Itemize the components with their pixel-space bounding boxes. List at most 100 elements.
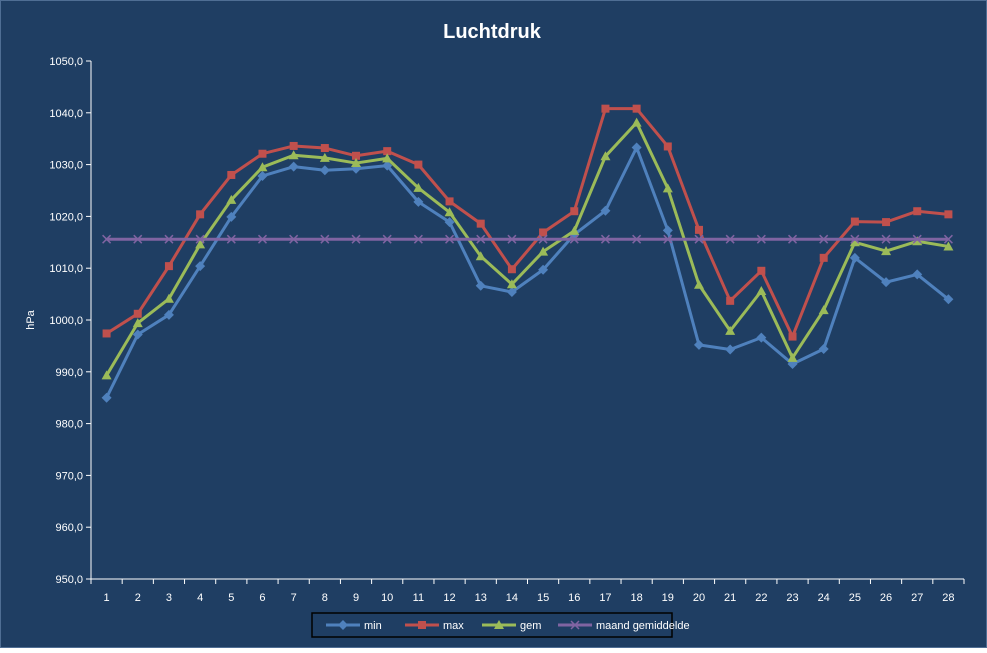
data-point-min [101, 392, 112, 403]
data-point-maand-gemiddelde [600, 234, 610, 244]
x-tick-label: 13 [475, 592, 487, 604]
data-point-gem [569, 225, 580, 235]
x-tick-label: 25 [849, 592, 861, 604]
data-point-gem [756, 285, 767, 295]
x-tick-label: 1 [104, 592, 110, 604]
data-point-max [913, 207, 922, 216]
data-point-min [288, 161, 299, 172]
data-point-gem [538, 246, 549, 256]
data-point-min [475, 280, 486, 291]
data-point-max [539, 228, 548, 237]
legend-label-maand-gemiddelde: maand gemiddelde [596, 620, 690, 632]
series-gem [101, 117, 954, 380]
y-tick-label: 950,0 [55, 574, 83, 586]
data-point-gem [912, 236, 923, 246]
x-tick-label: 21 [724, 592, 736, 604]
data-point-maand-gemiddelde [725, 234, 735, 244]
data-point-gem [163, 293, 174, 303]
data-point-gem [413, 182, 424, 192]
x-tick-label: 4 [197, 592, 203, 604]
plot-area [101, 104, 954, 403]
data-point-maand-gemiddelde [382, 234, 392, 244]
legend-marker-min [338, 620, 348, 630]
data-point-maand-gemiddelde [569, 234, 579, 244]
data-point-min [413, 196, 424, 207]
legend: min max gem maand gemiddelde [311, 612, 690, 638]
data-point-maand-gemiddelde [351, 234, 361, 244]
series-line-max [105, 107, 949, 339]
data-point-max [726, 296, 735, 305]
y-tick-label: 1010,0 [49, 263, 83, 275]
data-point-min [631, 142, 642, 153]
x-tick-label: 28 [942, 592, 954, 604]
data-point-max [196, 210, 205, 219]
legend-marker-maand-gemiddelde [570, 620, 580, 630]
data-point-max [320, 144, 329, 153]
y-axis-label: hPa [25, 309, 37, 329]
x-tick-label: 8 [322, 592, 328, 604]
data-point-gem [725, 325, 736, 335]
data-point-min [818, 344, 829, 355]
data-point-min [756, 332, 767, 343]
data-point-gem [226, 194, 237, 204]
x-tick-label: 5 [228, 592, 234, 604]
data-point-gem [506, 279, 517, 289]
x-tick-label: 17 [599, 592, 611, 604]
data-point-max [258, 149, 267, 158]
data-point-maand-gemiddelde [507, 234, 517, 244]
data-point-gem [475, 251, 486, 261]
series-min [101, 142, 954, 403]
series-maand-gemiddelde [102, 234, 953, 244]
data-point-min [725, 344, 736, 355]
x-tick-label: 22 [755, 592, 767, 604]
data-point-max [289, 141, 298, 150]
data-point-gem [288, 150, 299, 160]
data-point-gem [787, 352, 798, 362]
data-point-min [163, 309, 174, 320]
x-tick-label: 3 [166, 592, 172, 604]
y-tick-label: 990,0 [55, 367, 83, 379]
data-point-maand-gemiddelde [195, 234, 205, 244]
y-tick-label: 1020,0 [49, 211, 83, 223]
data-point-maand-gemiddelde [819, 234, 829, 244]
data-point-gem [662, 183, 673, 193]
data-point-gem [195, 239, 206, 249]
legend-label-min: min [364, 620, 382, 632]
x-tick-label: 20 [693, 592, 705, 604]
x-tick-label: 9 [353, 592, 359, 604]
data-point-max [819, 253, 828, 262]
data-point-min [943, 294, 954, 305]
y-tick-label: 980,0 [55, 419, 83, 431]
data-point-max [507, 265, 516, 274]
x-tick-label: 26 [880, 592, 892, 604]
data-point-min [132, 329, 143, 340]
data-point-maand-gemiddelde [289, 234, 299, 244]
data-point-min [506, 287, 517, 298]
data-point-max [133, 309, 142, 318]
x-tick-label: 18 [631, 592, 643, 604]
series-line-min [105, 146, 950, 399]
legend-label-gem: gem [520, 620, 541, 632]
x-tick-label: 16 [568, 592, 580, 604]
data-point-maand-gemiddelde [912, 234, 922, 244]
data-point-maand-gemiddelde [787, 234, 798, 244]
data-point-min [382, 160, 393, 171]
data-point-maand-gemiddelde [320, 234, 330, 244]
data-point-min [226, 211, 237, 222]
data-point-max [414, 160, 423, 169]
y-tick-label: 1030,0 [49, 160, 83, 172]
data-point-min [600, 205, 611, 216]
y-tick-label: 1000,0 [49, 315, 83, 327]
data-point-min [881, 277, 892, 288]
x-tick-label: 14 [506, 592, 518, 604]
data-point-gem [631, 117, 642, 127]
y-tick-label: 970,0 [55, 470, 83, 482]
data-point-maand-gemiddelde [257, 234, 268, 244]
x-tick-label: 27 [911, 592, 923, 604]
data-point-gem [818, 305, 829, 315]
x-tick-label: 19 [662, 592, 674, 604]
data-point-max [383, 147, 392, 156]
data-point-gem [319, 152, 330, 162]
